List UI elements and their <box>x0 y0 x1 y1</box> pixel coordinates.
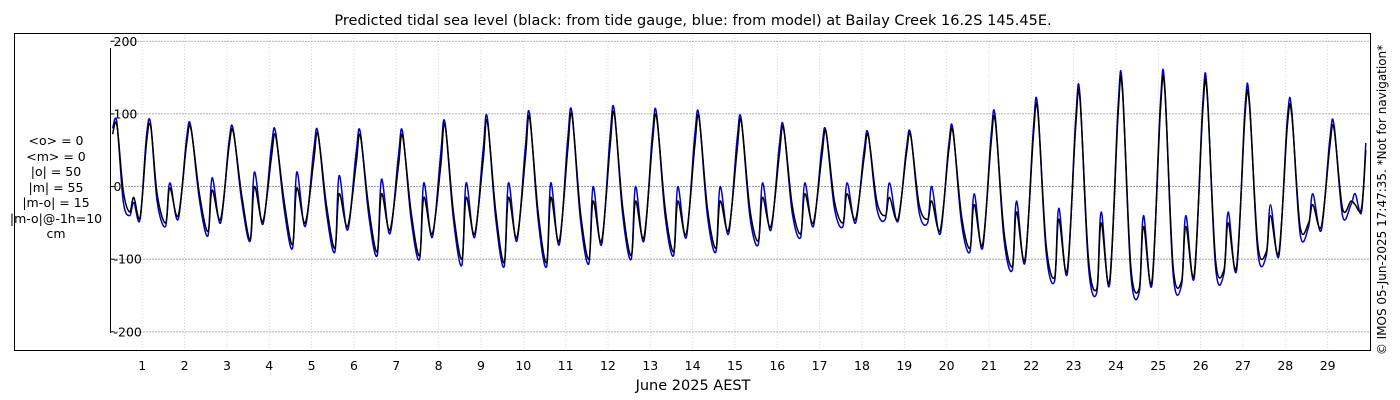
x-tick-label: 12 <box>600 358 616 373</box>
y-tick-labels: 200 100 0 -100 -200 <box>114 34 142 340</box>
x-tick-labels: 1 2 3 4 5 6 7 8 9 10 11 12 13 14 15 16 17 18 19 20 21 22 23 24 2… <box>138 358 1335 373</box>
stat-abs-diff: |m-o| = 15 <box>22 195 90 210</box>
x-tick-label: 21 <box>981 358 997 373</box>
x-tick-label: 16 <box>769 358 785 373</box>
x-tick-label: 7 <box>392 358 400 373</box>
x-tick-label: 24 <box>1108 358 1124 373</box>
outer-frame <box>14 33 1371 351</box>
x-tick-label: 11 <box>558 358 574 373</box>
x-tick-label: 2 <box>181 358 189 373</box>
x-tick-label: 1 <box>138 358 146 373</box>
tide-gauge-series-line <box>111 74 1367 294</box>
x-tick-label: 10 <box>515 358 531 373</box>
y-tick-label: 200 <box>114 34 138 49</box>
stat-abs-model: |m| = 55 <box>28 179 84 195</box>
x-tick-label: 3 <box>223 358 231 373</box>
x-tick-label: 23 <box>1066 358 1082 373</box>
x-tick-label: 19 <box>896 358 912 373</box>
x-grid <box>141 35 1329 349</box>
stat-unit: cm <box>46 226 66 241</box>
stat-mean-model: <m> = 0 <box>26 148 86 164</box>
x-tick-label: 8 <box>435 358 443 373</box>
y-tick-label: -200 <box>114 324 142 339</box>
series-layer <box>111 68 1367 301</box>
x-tick-label: 6 <box>350 358 358 373</box>
x-tick-label: 25 <box>1150 358 1166 373</box>
x-tick-label: 22 <box>1023 358 1039 373</box>
x-tick-label: 20 <box>939 358 955 373</box>
x-tick-label: 9 <box>477 358 485 373</box>
x-tick-label: 28 <box>1277 358 1293 373</box>
x-tick-label: 27 <box>1235 358 1251 373</box>
x-tick-label: 4 <box>265 358 273 373</box>
y-tick-label: 100 <box>114 106 138 121</box>
model-series-line <box>111 68 1367 301</box>
y-grid <box>110 40 1370 333</box>
stat-abs-diff-lag: |m-o|@-1h=10 <box>9 210 103 226</box>
stat-abs-obs: |o| = 50 <box>30 164 82 179</box>
stat-mean-obs: <o> = 0 <box>28 133 84 148</box>
credit-note: © IMOS 05-Jun-2025 17:47:35. *Not for na… <box>1375 44 1389 356</box>
x-tick-label: 26 <box>1193 358 1209 373</box>
stats-panel: <o> = 0 <m> = 0 |o| = 50 |m| = 55 |m-o| … <box>2 133 110 242</box>
x-tick-label: 5 <box>308 358 316 373</box>
x-tick-label: 29 <box>1320 358 1336 373</box>
x-axis-label: June 2025 AEST <box>635 378 751 394</box>
x-tick-label: 18 <box>854 358 870 373</box>
y-tick-label: 0 <box>114 179 122 194</box>
y-tick-label: -100 <box>114 252 142 267</box>
chart-title: Predicted tidal sea level (black: from t… <box>334 13 1051 29</box>
x-tick-label: 13 <box>642 358 658 373</box>
x-tick-label: 17 <box>812 358 828 373</box>
x-tick-label: 15 <box>727 358 743 373</box>
x-tick-label: 14 <box>685 358 701 373</box>
